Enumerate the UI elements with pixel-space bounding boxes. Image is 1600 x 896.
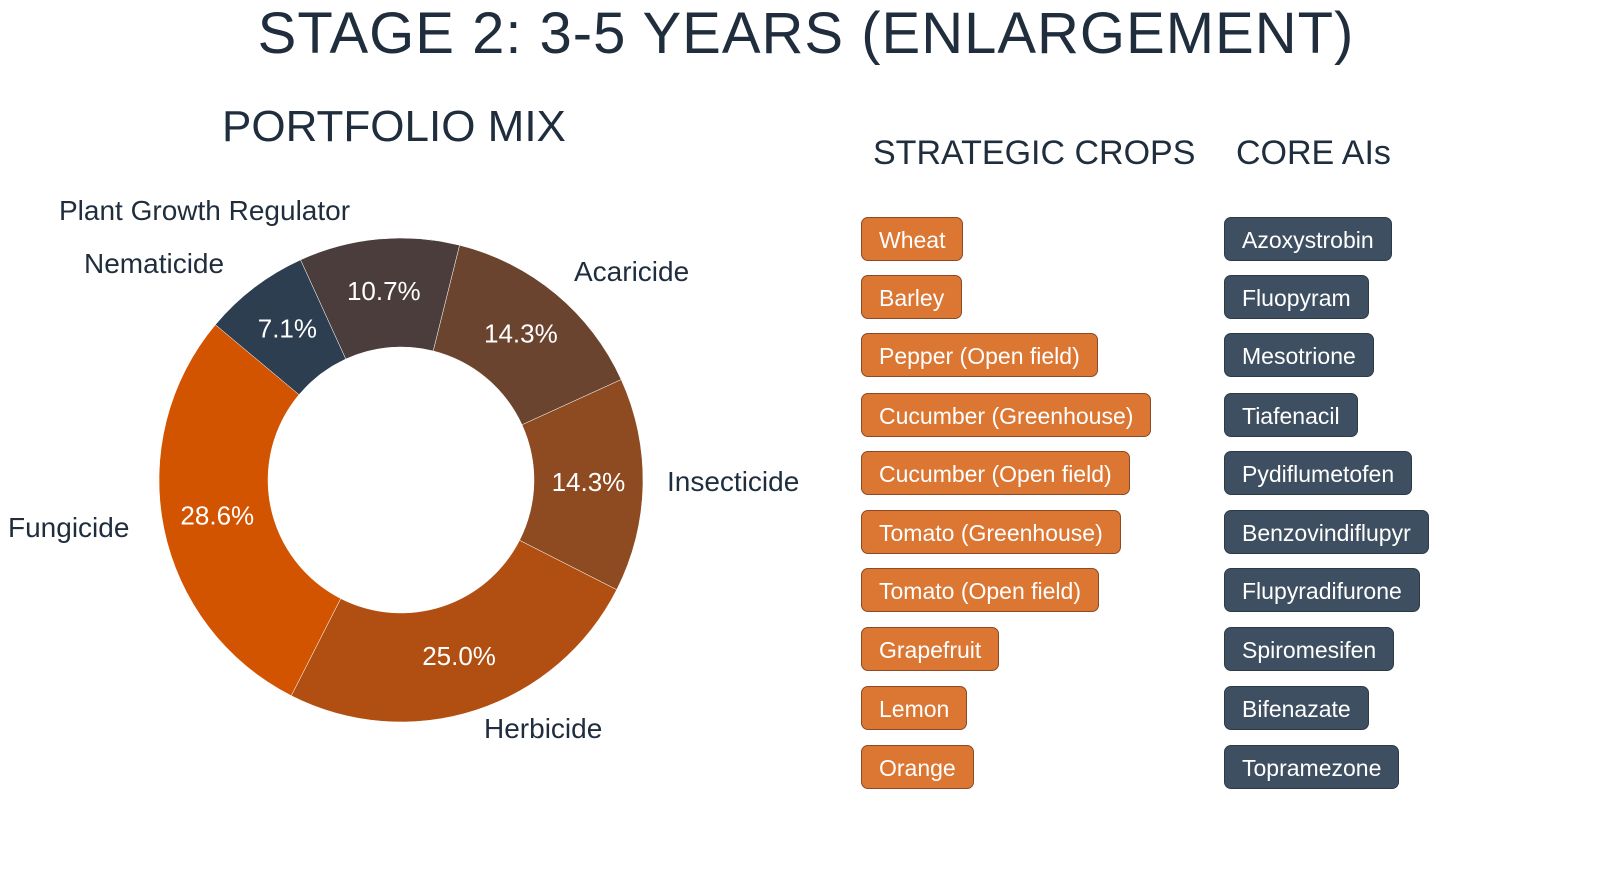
core-ai-tag: Flupyradifurone [1224,568,1420,612]
donut-chart: 14.3% 14.3% 25.0% 28.6% 7.1% 10.7% [158,237,644,723]
crop-tag: Grapefruit [861,627,1000,671]
core-ai-tag: Spiromesifen [1224,627,1395,671]
core-ai-tag: Mesotrione [1224,333,1374,377]
data-label: 25.0% [422,641,496,671]
core-ai-tag: Pydiflumetofen [1224,451,1413,495]
slice-label-acaricide: Acaricide [574,256,690,287]
core-ai-tag: Benzovindiflupyr [1224,510,1429,554]
core-ai-tag: Azoxystrobin [1224,217,1392,261]
slice-label-plant-growth-regulator: Plant Growth Regulator [59,195,351,226]
core-ais-heading: CORE AIs [1236,134,1391,172]
data-label: 28.6% [180,500,254,530]
crop-tag: Barley [861,275,963,319]
slice-label-insecticide: Insecticide [667,466,800,497]
strategic-crops-heading: STRATEGIC CROPS [873,134,1196,172]
crop-tag: Cucumber (Open field) [861,451,1130,495]
chart-title: PORTFOLIO MIX [222,102,566,151]
crop-tag: Cucumber (Greenhouse) [861,393,1152,437]
crop-tag: Tomato (Open field) [861,568,1099,612]
slice-label-nematicide: Nematicide [84,248,225,279]
donut-slice-plant-growth-regulator [300,237,460,360]
crop-tag: Wheat [861,217,964,261]
slide-title: STAGE 2: 3-5 YEARS (ENLARGEMENT) [257,1,1355,66]
slice-label-fungicide: Fungicide [8,512,130,543]
crop-tag: Tomato (Greenhouse) [861,510,1121,554]
crop-tag: Pepper (Open field) [861,333,1098,377]
core-ai-tag: Bifenazate [1224,686,1369,730]
slice-label-herbicide: Herbicide [484,713,603,744]
data-label: 7.1% [258,314,317,344]
crop-tag: Orange [861,745,974,789]
donut-slice-herbicide [290,539,618,723]
data-label: 10.7% [347,276,421,306]
donut-slice-fungicide [158,324,342,697]
core-ai-tag: Topramezone [1224,745,1400,789]
core-ai-tag: Fluopyram [1224,275,1369,319]
core-ai-tag: Tiafenacil [1224,393,1358,437]
data-label: 14.3% [552,467,626,497]
crop-tag: Lemon [861,686,968,730]
data-label: 14.3% [484,319,558,349]
